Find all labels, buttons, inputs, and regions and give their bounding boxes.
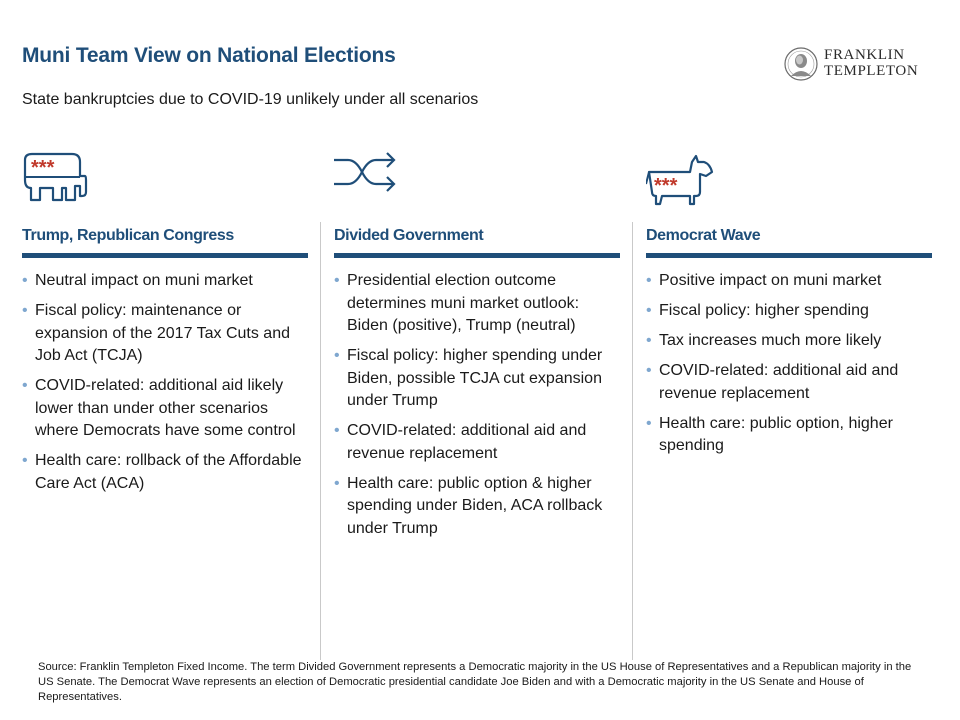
- list-item: COVID-related: additional aid and revenu…: [334, 420, 620, 465]
- list-item: COVID-related: additional aid likely low…: [22, 375, 308, 443]
- shuffle-arrows-icon: [334, 152, 396, 192]
- column-heading: Divided Government: [334, 227, 620, 258]
- logo-wordmark: FRANKLIN TEMPLETON: [824, 47, 918, 79]
- bullet-list: Positive impact on muni market Fiscal po…: [646, 270, 932, 458]
- list-item: Fiscal policy: maintenance or expansion …: [22, 300, 308, 368]
- list-item: Neutral impact on muni market: [22, 270, 308, 293]
- bullet-list: Neutral impact on muni market Fiscal pol…: [22, 270, 308, 495]
- scenario-column-democrat: *** Democrat Wave Positive impact on mun…: [646, 150, 932, 465]
- republican-elephant-icon: ***: [23, 152, 88, 202]
- page-subtitle: State bankruptcies due to COVID-19 unlik…: [22, 91, 479, 108]
- democrat-donkey-icon: ***: [646, 154, 714, 206]
- list-item: Health care: public option, higher spend…: [646, 413, 932, 458]
- column-divider: [632, 222, 633, 660]
- logo-line-2: TEMPLETON: [824, 63, 919, 79]
- list-item: Tax increases much more likely: [646, 330, 932, 353]
- list-item: Health care: rollback of the Affordable …: [22, 450, 308, 495]
- column-divider: [320, 222, 321, 660]
- list-item: Positive impact on muni market: [646, 270, 932, 293]
- page-title: Muni Team View on National Elections: [22, 44, 396, 67]
- column-heading: Democrat Wave: [646, 227, 932, 258]
- bullet-list: Presidential election outcome determines…: [334, 270, 620, 540]
- franklin-templeton-logo: FRANKLIN TEMPLETON: [784, 46, 934, 82]
- source-footnote: Source: Franklin Templeton Fixed Income.…: [38, 661, 912, 703]
- column-heading: Trump, Republican Congress: [22, 227, 308, 258]
- list-item: Presidential election outcome determines…: [334, 270, 620, 338]
- list-item: Fiscal policy: higher spending under Bid…: [334, 345, 620, 413]
- list-item: Fiscal policy: higher spending: [646, 300, 932, 323]
- scenario-column-republican: *** Trump, Republican Congress Neutral i…: [22, 150, 308, 503]
- logo-line-1: FRANKLIN: [824, 47, 905, 63]
- donkey-stars: ***: [654, 175, 678, 197]
- elephant-stars: ***: [31, 157, 55, 179]
- list-item: COVID-related: additional aid and revenu…: [646, 360, 932, 405]
- list-item: Health care: public option & higher spen…: [334, 473, 620, 541]
- franklin-seal-icon: [784, 47, 818, 81]
- scenario-column-divided: Divided Government Presidential election…: [334, 150, 620, 548]
